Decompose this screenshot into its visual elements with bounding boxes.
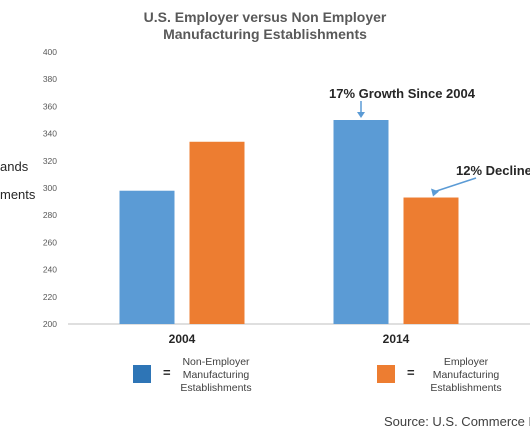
y-tick-label: 260 [43, 237, 57, 247]
source-note: Source: U.S. Commerce De [384, 414, 530, 429]
y-tick-label: 300 [43, 183, 57, 193]
legend-equals-non-employer: = [163, 365, 171, 380]
y-tick-label: 360 [43, 101, 57, 111]
decline-annotation: 12% Decline S [456, 163, 530, 178]
decline-arrow-shaft [434, 177, 477, 193]
legend-equals-employer: = [407, 365, 415, 380]
y-axis-label-fragment-1: ands [0, 159, 29, 174]
y-tick-label: 280 [43, 210, 57, 220]
chart-subtitle: Manufacturing Establishments [163, 26, 367, 42]
y-tick-label: 400 [43, 47, 57, 57]
legend-line: Establishments [430, 382, 502, 394]
legend-label-employer: Employer Manufacturing Establishments [411, 356, 521, 395]
decline-arrow-head [431, 188, 439, 197]
legend-line: Manufacturing [432, 369, 500, 381]
x-category-label: 2014 [383, 332, 410, 346]
chart-title: U.S. Employer versus Non Employer [143, 9, 387, 25]
legend-label-non-employer: Non-Employer Manufacturing Establishment… [161, 356, 271, 395]
legend-line: Manufacturing [182, 369, 250, 381]
legend-line: Employer [443, 356, 489, 368]
y-tick-label: 380 [43, 74, 57, 84]
bar-non-employer-2004 [119, 190, 175, 324]
y-tick-label: 340 [43, 129, 57, 139]
y-axis-label-fragment-2: ments [0, 187, 36, 202]
bar-non-employer-2014 [333, 120, 389, 324]
bar-employer-2004 [189, 141, 245, 324]
legend-swatch-employer [377, 365, 395, 383]
y-tick-label: 200 [43, 319, 57, 329]
growth-arrow-head [357, 112, 365, 118]
y-tick-label: 320 [43, 156, 57, 166]
x-category-label: 2004 [169, 332, 196, 346]
y-tick-label: 220 [43, 292, 57, 302]
bar-employer-2014 [403, 197, 459, 324]
legend-line: Non-Employer [182, 356, 250, 368]
y-tick-label: 240 [43, 265, 57, 275]
growth-annotation: 17% Growth Since 2004 [329, 86, 475, 101]
legend-swatch-non-employer [133, 365, 151, 383]
legend-line: Establishments [180, 382, 252, 394]
